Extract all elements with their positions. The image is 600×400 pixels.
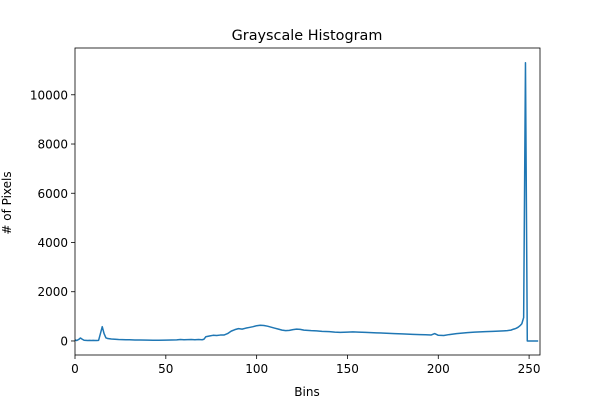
y-axis-label: # of Pixels [0, 171, 14, 234]
x-tick-label: 50 [158, 362, 173, 376]
plot-area [74, 47, 541, 356]
axes-frame [74, 47, 541, 356]
x-tick-label: 0 [71, 362, 79, 376]
y-tick-label: 4000 [37, 236, 68, 250]
chart-title: Grayscale Histogram [232, 28, 383, 44]
x-axis-ticks: 0 50 100 150 200 250 [71, 355, 541, 376]
y-tick-label: 0 [60, 334, 68, 348]
x-tick-label: 150 [336, 362, 359, 376]
series-line [74, 62, 539, 342]
y-tick-label: 6000 [37, 187, 68, 201]
x-tick-label: 250 [518, 362, 541, 376]
x-tick-label: 200 [427, 362, 450, 376]
y-tick-label: 2000 [37, 285, 68, 299]
x-tick-label: 100 [245, 362, 268, 376]
y-tick-label: 10000 [30, 88, 68, 102]
y-tick-label: 8000 [37, 138, 68, 152]
y-axis-ticks: 0 2000 4000 6000 8000 10000 [30, 88, 75, 348]
x-axis-label: Bins [294, 385, 319, 399]
